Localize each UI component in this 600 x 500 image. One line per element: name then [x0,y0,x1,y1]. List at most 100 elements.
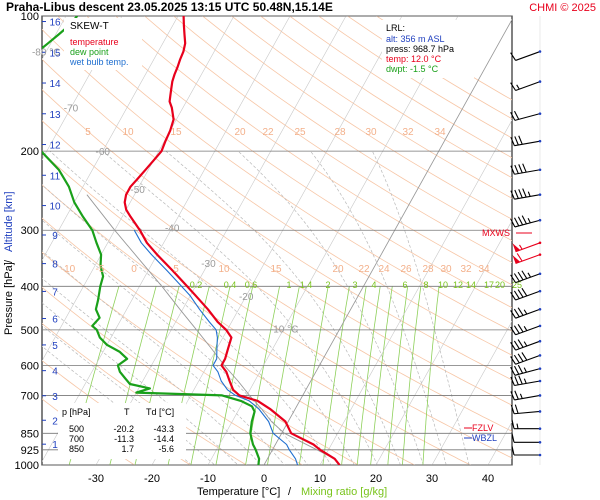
isotherm-zero-line [263,18,512,465]
wind-barb [512,253,542,265]
isotherm-label: -10 °C [270,324,298,335]
table-header-td: Td [°C] [146,407,174,417]
wind-barb-feather [521,287,528,297]
wind-barb [511,433,542,444]
altitude-tick-label: 13 [49,110,61,121]
wind-barb-feather [510,356,517,365]
isotherm-label: -40 [165,224,180,235]
wind-barb-feather [511,433,515,443]
copyright: CHMI © 2025 [529,2,596,14]
dry-adiabat-line [86,16,512,309]
dry-adiabat-label: 34 [434,127,446,138]
y-axis-title-altitude: Altitude [km] [3,191,15,252]
wind-barb-feather [510,342,517,351]
wind-barb-staff [515,51,541,61]
wind-barb-dot [538,289,542,293]
wind-barb [510,50,542,61]
mixing-ratio-label: 17 [484,280,494,290]
lrl-alt: alt: 356 m ASL [386,34,445,44]
dry-adiabat-label: 32 [402,127,414,138]
isotherm-line [95,16,347,465]
wind-barb-half-feather [523,378,527,384]
dry-adiabat-line [42,28,512,356]
table-row-td: -43.3 [153,424,174,434]
wind-barb-half-feather [523,326,528,331]
dry-adiabat-label: 20 [332,264,344,275]
legend-temperature: temperature [70,37,119,47]
wind-barb-half-feather [523,341,528,347]
wind-barb-staff [514,194,541,200]
wind-barb-half-feather [519,393,523,399]
wind-barb-pennant [512,255,521,264]
wind-barb-feather [517,339,524,348]
wind-barb [511,445,542,457]
wind-barb-staff [515,81,541,92]
wind-barb-dot [538,453,542,457]
wind-barb-dot [538,241,542,245]
wind-barb-feather [513,354,520,364]
wind-barb-feather [522,163,527,173]
dry-adiabat-label: 22 [358,264,370,275]
dry-adiabat-label: 5 [85,127,91,138]
wind-barb-feather [518,164,523,174]
wetbulb-profile [133,229,299,465]
wind-barb-dot [538,80,542,83]
wind-barb-dot [538,440,542,444]
wind-barb-feather [521,215,527,225]
wind-barb-feather [518,375,523,385]
wind-barbs [510,16,542,465]
wind-barb-half-feather [523,309,528,315]
wind-barb-dot [538,394,542,397]
lrl-dwpt: dwpt: -1.5 °C [386,64,439,74]
dry-adiabat-label: 0 [131,264,137,275]
wind-barb-feather [510,111,516,121]
wind-barb-dot [538,410,542,413]
mixing-ratio-label: 10 [438,280,448,290]
wind-barb-feather [513,290,520,299]
temperature-tick-label: 20 [370,473,382,485]
isotherm-line [544,16,600,465]
wind-barb-dot [538,379,542,383]
isotherm-line [207,16,459,465]
dry-adiabat-label: 25 [294,127,306,138]
legend-box [64,18,142,70]
wind-barb-feather [516,253,523,262]
wind-barb-feather [518,135,523,145]
wind-barb-feather [510,165,515,175]
temperature-tick-label: 0 [261,473,267,485]
dry-adiabat-line [144,16,512,263]
wind-barb-feather [510,274,517,283]
isotherm-line [42,16,123,161]
wind-barb-half-feather [527,272,532,278]
pressure-tick-label: 500 [21,325,39,337]
table-row-p: 850 [69,444,84,454]
fzlv-label: FZLV [472,423,493,433]
wind-barb-feather [514,136,519,146]
moist-adiabat-line [42,325,216,465]
pressure-tick-label: 400 [21,281,39,293]
dry-adiabat-label: 10 [122,127,134,138]
altitude-tick-label: 14 [49,79,61,90]
dry-adiabat-label: -10 [61,264,76,275]
y-axis-title: Pressure [hPa] [3,262,15,335]
pressure-tick-label: 600 [21,360,39,372]
wind-barb-staff [514,394,541,401]
legend-title: SKEW-T [70,21,109,32]
wind-barb-staff [515,290,541,301]
wind-barb-half-feather [516,84,520,90]
mixing-ratio-line [356,286,381,465]
wind-barb [510,215,542,228]
wind-barb-dot [538,339,542,343]
data-table [58,403,186,459]
wind-barb-feather [517,216,524,226]
altitude-tick-label: 4 [52,367,58,378]
pressure-tick-label: 300 [21,225,39,237]
wind-barb-staff [514,169,541,175]
wind-barb-feather [517,289,524,298]
wind-barb-feather [514,164,519,174]
isotherm-label: -60 [96,147,111,158]
wind-barb [510,375,542,387]
wind-barb-feather [514,189,519,199]
y-axis-separator: / [3,259,15,263]
mixing-ratio-label: 2 [325,280,330,290]
